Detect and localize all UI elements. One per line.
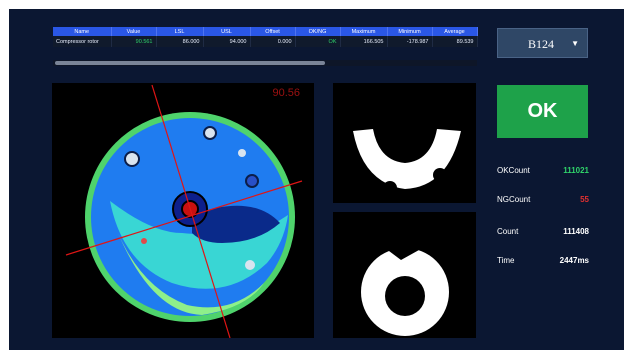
- stat-label: OKCount: [497, 166, 530, 175]
- cell-usl: 94.000: [203, 36, 251, 47]
- binary-ring-image: [361, 240, 449, 336]
- product-select-value: B124: [528, 37, 555, 51]
- cell-lsl: 86.000: [156, 36, 204, 47]
- cell-average: 89.539: [432, 36, 478, 47]
- col-header-average[interactable]: Average: [432, 27, 478, 36]
- cell-maximum: 166.505: [340, 36, 388, 47]
- cell-offset: 0.000: [250, 36, 296, 47]
- col-header-lsl[interactable]: LSL: [156, 27, 204, 36]
- col-header-offset[interactable]: Offset: [250, 27, 296, 36]
- cell-minimum: -178.987: [387, 36, 433, 47]
- secondary-image-bottom[interactable]: [333, 212, 476, 338]
- stat-label: Count: [497, 227, 519, 236]
- scrollbar-thumb[interactable]: [55, 61, 325, 65]
- stat-value: 111021: [563, 166, 589, 175]
- cell-result: OK: [295, 36, 341, 47]
- binary-arc-image: [353, 129, 461, 195]
- col-header-usl[interactable]: USL: [203, 27, 251, 36]
- cell-value: 90.561: [111, 36, 157, 47]
- cell-name: Compressor rotor: [53, 36, 112, 47]
- table-header-row: Name Value LSL USL Offset OK/NG Maximum …: [53, 27, 478, 36]
- result-indicator: OK: [497, 85, 588, 138]
- stat-value: 55: [580, 195, 589, 204]
- stat-value: 2447ms: [559, 256, 589, 265]
- main-inspection-image[interactable]: 90.56: [52, 83, 314, 339]
- table-scrollbar[interactable]: [53, 60, 477, 66]
- col-header-name[interactable]: Name: [53, 27, 112, 36]
- secondary-image-top[interactable]: [333, 83, 476, 203]
- col-header-maximum[interactable]: Maximum: [340, 27, 388, 36]
- col-header-okng[interactable]: OK/NG: [295, 27, 341, 36]
- col-header-minimum[interactable]: Minimum: [387, 27, 433, 36]
- table-row[interactable]: Compressor rotor 90.561 86.000 94.000 0.…: [53, 36, 478, 47]
- stat-label: NGCount: [497, 195, 531, 204]
- stat-label: Time: [497, 256, 515, 265]
- rotor-depth-image: [65, 84, 303, 339]
- measurement-table: Name Value LSL USL Offset OK/NG Maximum …: [53, 27, 478, 47]
- stat-value: 111408: [563, 227, 589, 236]
- overlay-value: 90.56: [272, 87, 300, 99]
- triangle-down-icon[interactable]: ▼: [571, 39, 579, 48]
- col-header-value[interactable]: Value: [111, 27, 157, 36]
- product-select[interactable]: B124 ▼: [497, 28, 588, 58]
